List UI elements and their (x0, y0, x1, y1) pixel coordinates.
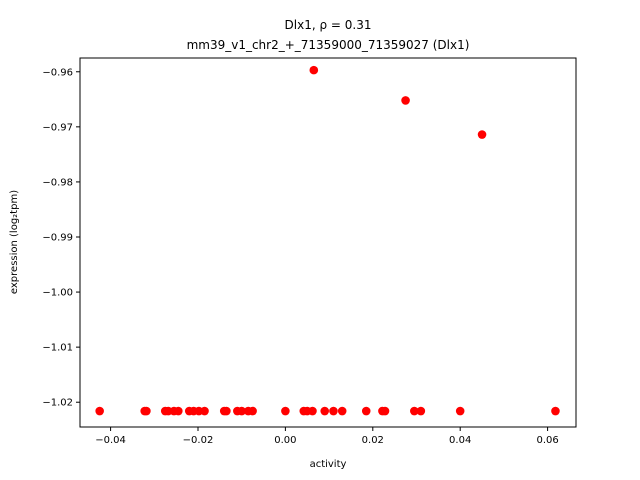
data-point-31 (551, 406, 560, 416)
y-tick-label-3: −0.98 (42, 177, 73, 188)
data-point-33 (401, 96, 410, 105)
data-point-25 (361, 406, 371, 416)
x-tick-label-3: 0.00 (274, 435, 296, 446)
y-axis-label: expression (log₂tpm) (9, 190, 20, 294)
x-tick-label-4: 0.02 (362, 435, 384, 446)
x-axis-label: activity (310, 459, 347, 470)
data-points (95, 65, 560, 416)
data-point-29 (416, 406, 426, 416)
data-point-27 (380, 406, 390, 416)
data-point-30 (455, 406, 465, 416)
y-tick-label-5: −1.00 (42, 288, 73, 299)
data-point-34 (477, 130, 487, 139)
data-point-17 (248, 406, 257, 416)
y-tick-label-7: −1.02 (42, 398, 73, 409)
x-axis-ticks: −0.04 −0.02 0.00 0.02 0.04 0.06 (95, 427, 559, 446)
data-point-7 (174, 406, 183, 416)
x-tick-label-6: 0.06 (536, 435, 558, 446)
data-point-13 (222, 406, 231, 416)
data-point-23 (329, 406, 338, 416)
data-point-22 (320, 406, 330, 416)
data-point-18 (281, 406, 290, 416)
plot-frame (79, 57, 577, 428)
chart-title-line-2: mm39_v1_chr2_+_71359000_71359027 (Dlx1) (187, 38, 470, 52)
y-tick-label-4: −0.99 (42, 232, 73, 243)
x-tick-label-1: −0.04 (95, 435, 126, 446)
data-point-1 (95, 406, 104, 416)
chart-title: Dlx1, ρ = 0.31 mm39_v1_chr2_+_71359000_7… (187, 18, 470, 52)
data-point-3 (142, 406, 151, 416)
y-tick-label-1: −0.96 (42, 67, 73, 78)
data-point-24 (337, 406, 347, 416)
chart-title-line-1: Dlx1, ρ = 0.31 (285, 18, 372, 32)
data-point-28 (410, 406, 419, 416)
x-tick-label-2: −0.02 (183, 435, 214, 446)
x-tick-label-5: 0.04 (449, 435, 471, 446)
data-point-11 (200, 406, 209, 416)
y-tick-label-6: −1.01 (42, 343, 73, 354)
y-tick-label-2: −0.97 (42, 122, 73, 133)
y-axis-ticks: −0.96 −0.97 −0.98 −0.99 −1.00 −1.01 −1.02 (42, 67, 80, 409)
data-point-21 (308, 406, 317, 416)
data-point-15 (237, 406, 246, 416)
data-point-32 (309, 65, 319, 75)
